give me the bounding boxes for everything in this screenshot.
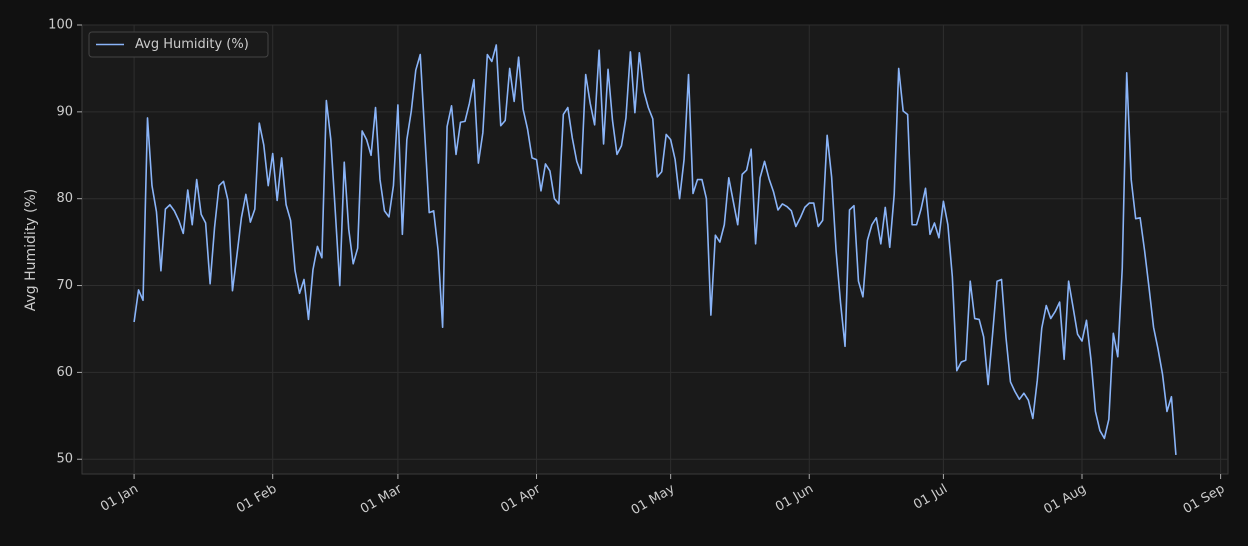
legend-label: Avg Humidity (%) — [135, 37, 249, 52]
y-tick-label: 60 — [56, 365, 73, 380]
legend-box — [88, 31, 269, 58]
y-tick-label: 80 — [56, 191, 73, 206]
y-tick-label: 90 — [56, 104, 73, 119]
plot-area — [81, 24, 1229, 475]
y-tick-label: 70 — [56, 278, 73, 293]
y-axis-label: Avg Humidity (%) — [23, 189, 39, 312]
y-tick-label: 100 — [48, 18, 73, 33]
data-line — [133, 44, 1177, 455]
y-tick-label: 50 — [56, 452, 73, 467]
